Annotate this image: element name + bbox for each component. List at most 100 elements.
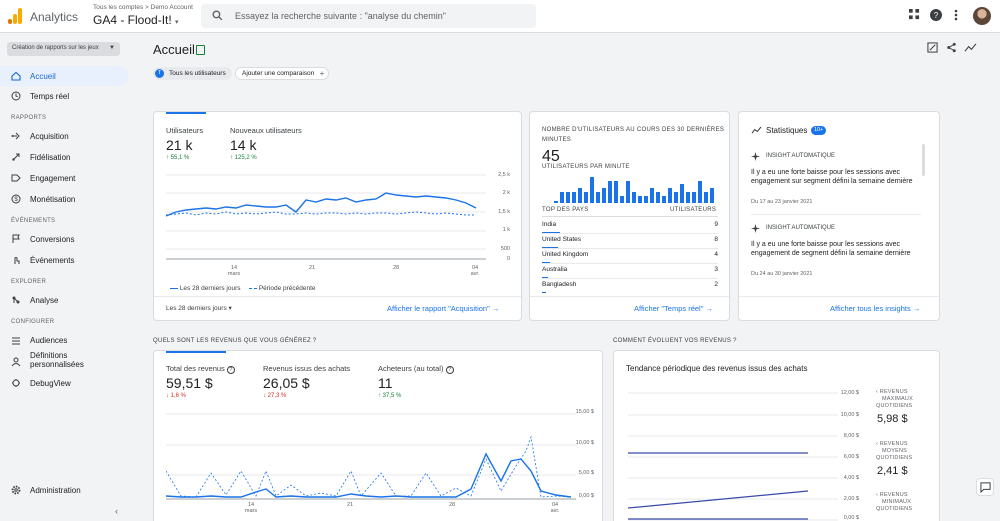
collapse-sidebar-button[interactable]: ‹ (115, 506, 118, 516)
side-label-line: MOYENS (882, 448, 908, 454)
date-range-select[interactable]: Les 28 derniers jours ▾ (166, 305, 232, 312)
country-row[interactable]: Australia 3 (542, 264, 718, 279)
scrollbar[interactable] (922, 144, 925, 176)
sidebar-item-label: Définitions personnalisées (30, 351, 84, 369)
side-label-text: REVENUS (879, 492, 908, 498)
sidebar-item-debugview[interactable]: DebugView (0, 373, 128, 393)
side-label-text: REVENUS (879, 441, 908, 447)
y-tick: 2 k (502, 190, 510, 196)
view-acquisition-link[interactable]: Afficher le rapport "Acquisition" → (387, 304, 500, 313)
series-previous-line (166, 211, 476, 216)
sidebar-item-accueil[interactable]: Accueil (0, 66, 128, 86)
share-icon[interactable] (946, 42, 957, 53)
clock-icon (11, 91, 21, 101)
avg-daily-revenue-line (628, 490, 809, 509)
search-input[interactable]: Essayez la recherche suivante : "analyse… (235, 11, 446, 21)
sidebar-item-audiences[interactable]: Audiences (0, 330, 128, 350)
metric-users-label[interactable]: Utilisateurs (166, 126, 204, 135)
more-vert-icon[interactable] (954, 9, 958, 21)
sidebar-item-analyse[interactable]: Analyse (0, 290, 128, 310)
series-current-line (166, 192, 477, 217)
apps-grid-icon[interactable] (909, 9, 920, 20)
country-row[interactable]: India 9 (542, 219, 718, 234)
sidebar-item-label: Conversions (30, 235, 75, 244)
y-tick: 4,00 $ (843, 475, 859, 481)
x-tick-day: 28 (448, 502, 456, 508)
insight-text[interactable]: Il y a eu une forte baisse pour les sess… (751, 169, 913, 185)
page-title: Accueil (153, 42, 195, 57)
report-collection-select[interactable]: Création de rapports sur les jeux ▼ (7, 42, 120, 56)
plus-icon: + (319, 69, 325, 78)
realtime-title: NOMBRE D'UTILISATEURS AU COURS DES 30 DE… (542, 127, 725, 133)
legend-current: Les 28 derniers jours (170, 285, 241, 292)
row-divider (542, 278, 718, 279)
insight-text[interactable]: Il y a eu une forte baisse pour les sess… (751, 241, 911, 257)
property-picker[interactable]: GA4 - Flood-It! ▾ (93, 13, 179, 27)
top-bar: Analytics Tous les comptes > Demo Accoun… (0, 0, 1000, 33)
sidebar-item-definitions[interactable]: Définitions personnalisées (0, 350, 128, 374)
sidebar-item-evenements[interactable]: Événements (0, 250, 128, 270)
y-tick: 8,00 $ (843, 433, 859, 439)
add-comparison-button[interactable]: Ajouter une comparaison + (235, 67, 330, 80)
sidebar-item-label: Monétisation (30, 195, 76, 204)
customize-icon[interactable] (927, 42, 938, 53)
sidebar-item-fidelisation[interactable]: Fidélisation (0, 147, 128, 167)
metric-buyers-change: ↑ 37,5 % (378, 393, 402, 399)
divider (542, 216, 718, 217)
side-label-line: QUOTIDIENS (876, 455, 913, 461)
app-name: Analytics (30, 10, 79, 24)
sidebar-item-acquisition[interactable]: Acquisition (0, 126, 128, 146)
x-tick: 28 (388, 265, 404, 271)
info-icon: ? (445, 366, 454, 374)
analytics-logo[interactable] (8, 8, 22, 24)
sidebar-item-label: Accueil (30, 72, 56, 81)
country-row[interactable]: United States 8 (542, 234, 718, 249)
account-breadcrumb[interactable]: Tous les comptes > Demo Account (93, 4, 193, 11)
country-bar (542, 291, 546, 293)
section-configurer: CONFIGURER (11, 319, 55, 325)
country-bar (542, 246, 558, 248)
sidebar-item-temps-reel[interactable]: Temps réel (0, 86, 128, 106)
sidebar-item-monetisation[interactable]: $ Monétisation (0, 189, 128, 209)
x-tick: 14 mars (226, 265, 242, 277)
view-realtime-link[interactable]: Afficher "Temps réel" → (634, 304, 713, 313)
country-row[interactable]: United Kingdom 4 (542, 249, 718, 264)
country-row[interactable]: Bangladesh 2 (542, 279, 718, 294)
realtime-title-2: MINUTES (542, 137, 572, 143)
sidebar-item-conversions[interactable]: Conversions (0, 229, 128, 249)
x-tick-day: 28 (392, 265, 400, 271)
insights-sparkline-icon[interactable] (964, 42, 977, 53)
sidebar-item-engagement[interactable]: Engagement (0, 168, 128, 188)
country-name: Bangladesh (542, 281, 577, 288)
section-rapports: RAPPORTS (11, 115, 47, 121)
sidebar-item-label: DebugView (30, 379, 71, 388)
country-name: United Kingdom (542, 251, 589, 258)
y-tick: 0,00 $ (843, 515, 859, 521)
view-all-insights-link[interactable]: Afficher tous les insights → (830, 304, 921, 313)
metric-new-users-label[interactable]: Nouveaux utilisateurs (230, 126, 302, 135)
country-value: 9 (714, 221, 718, 228)
metric-buyers-label[interactable]: Acheteurs (au total) ? (378, 364, 454, 374)
search-icon (212, 10, 223, 21)
trend-chart (628, 392, 838, 521)
avg-daily-revenue-label: ‹ REVENUS MOYENS QUOTIDIENS (876, 441, 912, 462)
legend-label: Période précédente (258, 285, 316, 292)
search-bar[interactable]: Essayez la recherche suivante : "analyse… (201, 4, 536, 28)
help-icon[interactable]: ? (930, 9, 942, 21)
x-tick-day: 04 (551, 502, 559, 508)
x-tick-day: 21 (308, 265, 316, 271)
sidebar-item-label: Engagement (30, 174, 76, 183)
segment-chip-all-users[interactable]: T Tous les utilisateurs (153, 67, 232, 80)
legend-swatch (249, 287, 257, 289)
feedback-button[interactable] (976, 478, 994, 496)
country-bar (542, 276, 548, 278)
side-label-line: MAXIMAUX (882, 396, 913, 402)
avatar[interactable] (973, 7, 991, 25)
section-evenements: ÉVÉNEMENTS (11, 218, 56, 224)
metric-total-revenue-label[interactable]: Total des revenus ? (166, 364, 235, 374)
sidebar-item-administration[interactable]: Administration (0, 480, 128, 500)
y-tick: 1 k (502, 227, 510, 233)
home-icon (11, 71, 21, 81)
max-daily-revenue-value: 5,98 $ (877, 413, 908, 425)
metric-purchase-revenue-label[interactable]: Revenus issus des achats (263, 364, 351, 373)
